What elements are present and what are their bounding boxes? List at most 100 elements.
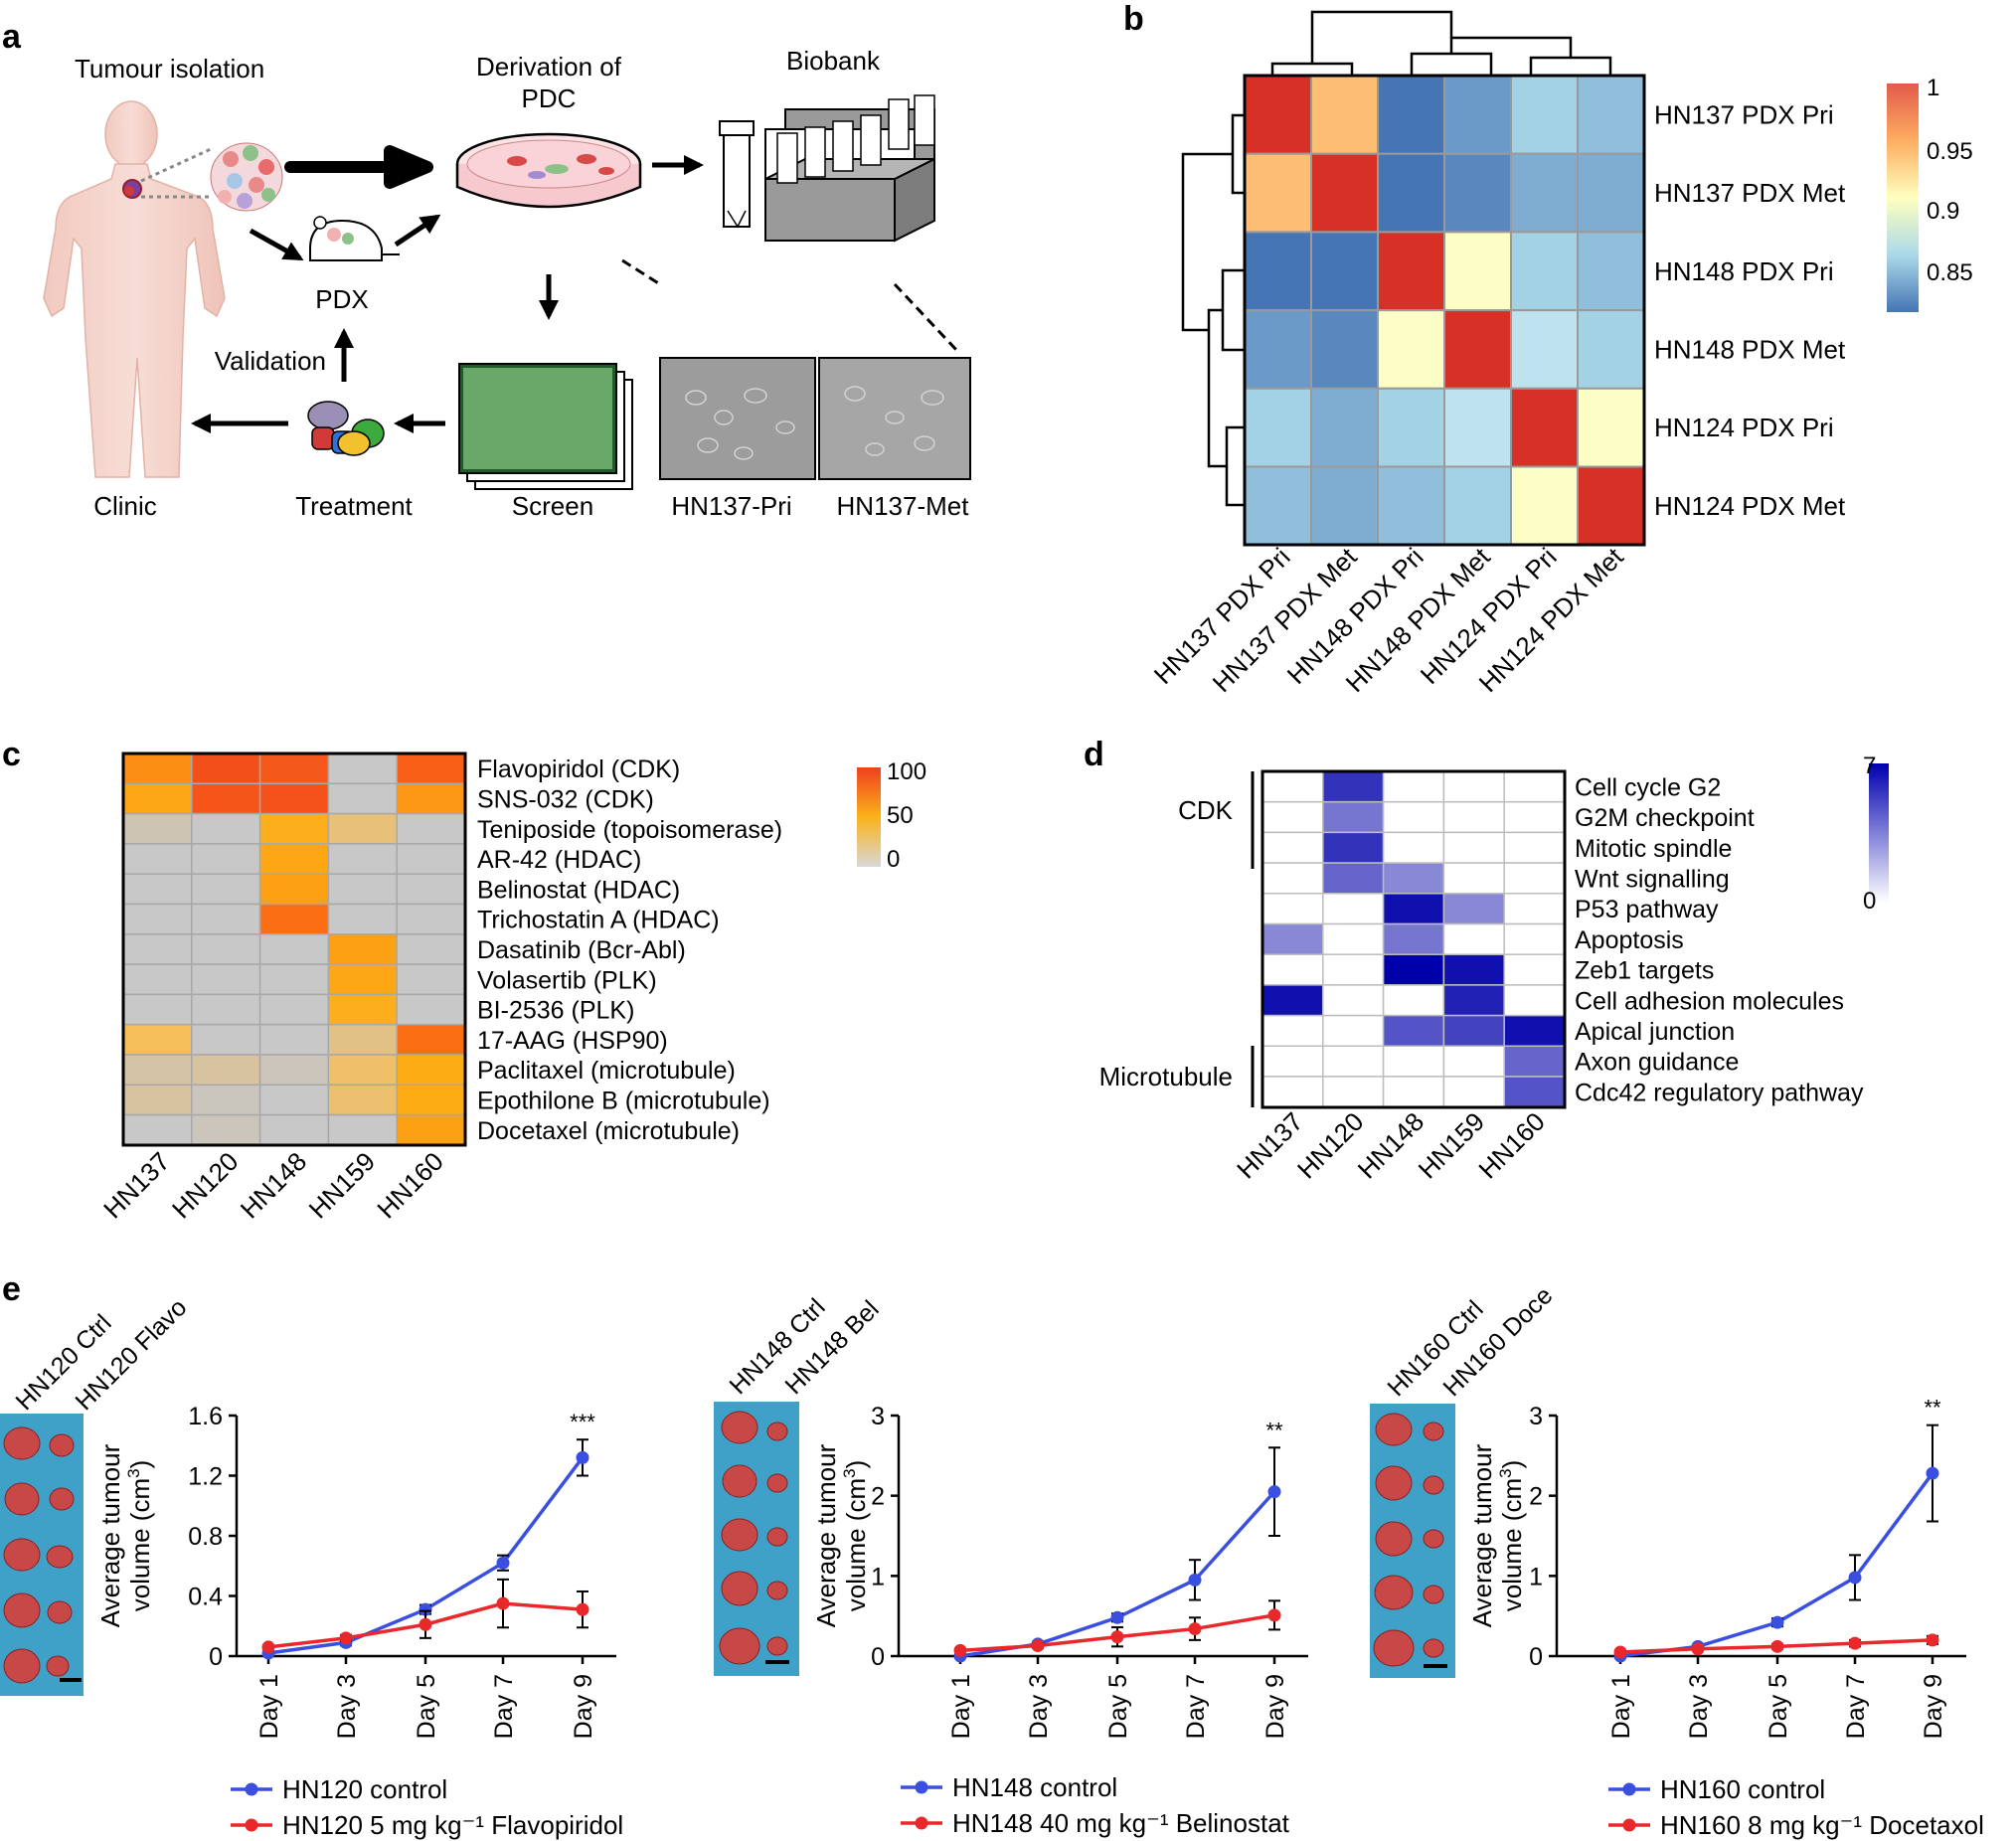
legend-marker <box>245 1818 258 1832</box>
column-label: HN137 <box>97 1146 175 1224</box>
x-tick-label: Day 9 <box>570 1674 597 1739</box>
y-axis-label: Average tumour <box>1467 1443 1497 1627</box>
significance-marker: ** <box>1265 1418 1283 1442</box>
heatmap-cell <box>1577 152 1645 234</box>
x-tick-label: Day 5 <box>413 1674 440 1739</box>
colorbar-ticks: 70 <box>1863 753 1876 915</box>
heatmap-cell <box>1261 770 1324 803</box>
heatmap-cell <box>1442 984 1505 1017</box>
colorbar-tick: 100 <box>887 758 926 785</box>
heatmap-cell <box>1510 465 1579 547</box>
label-biobank: Biobank <box>786 46 881 76</box>
heatmap-cells <box>1261 770 1566 1108</box>
heatmap-cell <box>258 903 330 935</box>
mouse-icon <box>309 216 400 261</box>
heatmap-cell <box>1377 387 1445 468</box>
tumour-photo-1 <box>0 1414 84 1696</box>
row-label: Belinostat (HDAC) <box>477 876 680 904</box>
heatmap-cell <box>1442 893 1505 925</box>
heatmap-cell <box>1443 75 1512 155</box>
column-label: HN120 <box>1291 1106 1369 1184</box>
heatmap-cell <box>1382 770 1445 803</box>
x-tick-label: Day 7 <box>490 1674 518 1739</box>
row-label: AR-42 (HDAC) <box>477 846 641 874</box>
heatmap-cell <box>122 1084 193 1116</box>
heatmap-cell <box>1310 152 1379 234</box>
heatmap-cell <box>396 873 466 906</box>
x-tick-label: Day 3 <box>1685 1674 1713 1739</box>
legend-label: HN120 5 mg kg⁻¹ Flavopiridol <box>282 1810 623 1840</box>
heatmap-cell <box>258 873 330 906</box>
heatmap-cell <box>258 1054 330 1087</box>
heatmap-cell <box>1577 309 1645 390</box>
heatmap-cells <box>1244 75 1645 547</box>
row-label: Cell cycle G2 <box>1575 773 1721 801</box>
heatmap-cell <box>327 993 398 1026</box>
heatmap-cell <box>1261 800 1324 834</box>
heatmap-cell <box>1503 862 1566 895</box>
heatmap-cell <box>191 993 261 1026</box>
heatmap-cell <box>122 843 193 875</box>
heatmap-cell <box>1382 953 1445 986</box>
data-point <box>1926 1466 1939 1480</box>
legend-label: HN120 control <box>282 1774 447 1804</box>
heatmap-cell <box>191 1113 261 1146</box>
data-point <box>1110 1630 1124 1644</box>
y-axis-label-units: volume (cm3) <box>1496 1460 1527 1612</box>
heatmap-cell <box>1442 800 1505 834</box>
units-close: ) <box>1497 1460 1527 1469</box>
label-micrograph-met: HN137-Met <box>837 491 970 521</box>
heatmap-cell <box>1310 387 1379 468</box>
heatmap-cell <box>1443 231 1512 312</box>
heatmap-cell <box>122 1054 193 1087</box>
row-label: Apical junction <box>1575 1018 1735 1046</box>
data-point <box>1188 1622 1202 1636</box>
row-label: Dasatinib (Bcr-Abl) <box>477 936 686 964</box>
heatmap-cell <box>327 903 398 935</box>
heatmap-cell <box>327 873 398 906</box>
row-label: Zeb1 targets <box>1575 957 1714 985</box>
panel-label-c: c <box>2 736 21 773</box>
colorbar-ticks: 1 0.95 0.9 0.85 <box>1927 75 1973 286</box>
heatmap-cell <box>1261 922 1324 955</box>
heatmap-cell <box>1382 1014 1445 1048</box>
heatmap-cell <box>1510 309 1579 390</box>
column-label: HN159 <box>303 1146 381 1224</box>
y-tick-label: 1 <box>871 1563 885 1590</box>
arrow <box>394 214 441 248</box>
heatmap-cell <box>258 933 330 965</box>
significance-marker: ** <box>1924 1396 1941 1421</box>
row-label: HN137 PDX Pri <box>1654 99 1834 129</box>
legend-label: HN148 control <box>952 1772 1117 1802</box>
units-text: volume (cm <box>1497 1478 1527 1611</box>
heatmap-cell <box>191 812 261 845</box>
legend-marker <box>1622 1782 1636 1796</box>
y-tick-label: 3 <box>1529 1403 1543 1430</box>
data-point <box>339 1631 353 1645</box>
heatmap-cell <box>122 903 193 935</box>
heatmap-cells <box>122 753 466 1146</box>
heatmap-cell <box>327 1023 398 1056</box>
heatmap-cell <box>1322 1014 1385 1048</box>
dashed-line <box>893 282 960 354</box>
heatmap-cell <box>396 1084 466 1116</box>
heatmap-cell <box>1503 922 1566 955</box>
heatmap-cell <box>258 753 330 785</box>
pills-illustration <box>307 401 385 456</box>
heatmap-frame <box>1243 74 1646 547</box>
cell-texture <box>685 386 944 460</box>
units-text: volume (cm <box>125 1478 155 1611</box>
heatmap-cell <box>191 933 261 965</box>
row-label: Docetaxel (microtubule) <box>477 1117 740 1145</box>
heatmap-cell <box>191 1023 261 1056</box>
row-label: HN124 PDX Pri <box>1654 413 1834 442</box>
heatmap-cell <box>1442 922 1505 955</box>
heatmap-cell <box>327 933 398 965</box>
heatmap-cell <box>1310 465 1379 547</box>
heatmap-cell <box>1322 953 1385 986</box>
x-tick-label: Day 7 <box>1182 1674 1210 1739</box>
heatmap-cell <box>258 963 330 996</box>
heatmap-cell <box>1503 893 1566 925</box>
